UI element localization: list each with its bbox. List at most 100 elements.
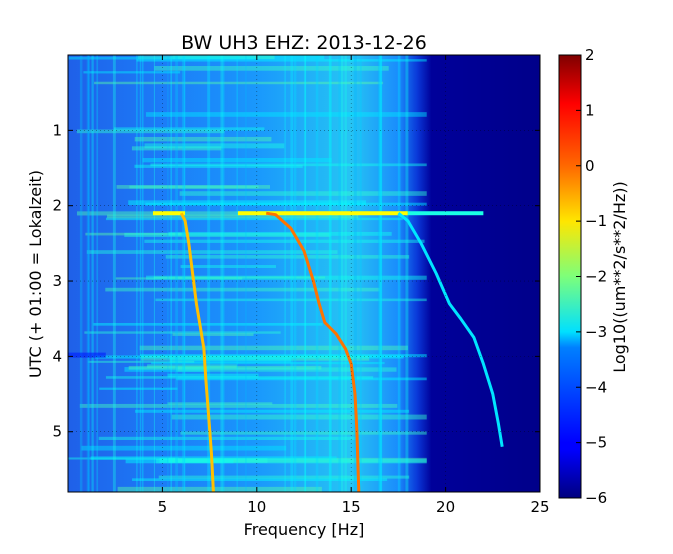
- heatmap-frequency-line: [328, 55, 332, 492]
- chart-title: BW UH3 EHZ: 2013-12-26: [181, 32, 427, 54]
- heatmap-streak: [140, 355, 370, 361]
- heatmap-streak: [137, 55, 275, 60]
- heatmap-frequency-line: [340, 55, 344, 492]
- heatmap-streak: [180, 265, 276, 268]
- colorbar-tick-label: −2: [585, 268, 607, 286]
- heatmap-streak: [124, 367, 209, 372]
- heatmap-frequency-line: [344, 55, 347, 492]
- heatmap-streak: [136, 59, 427, 62]
- heatmap-frequency-line: [96, 55, 99, 492]
- heatmap-frequency-line: [338, 55, 342, 492]
- heatmap-frequency-line: [170, 55, 173, 492]
- heatmap-streak: [139, 345, 408, 351]
- heatmap-frequency-line: [87, 55, 89, 492]
- heatmap-frequency-line: [380, 55, 383, 492]
- x-axis-label: Frequency [Hz]: [244, 520, 365, 539]
- heatmap-streak: [167, 373, 259, 378]
- heatmap-streak: [142, 158, 332, 163]
- heatmap-streak: [90, 456, 337, 460]
- plot-frame: [67, 54, 541, 493]
- heatmap-streak: [115, 277, 243, 280]
- heatmap-streak: [159, 458, 268, 463]
- heatmap-streak: [68, 457, 179, 460]
- heatmap-streak: [154, 66, 389, 71]
- heatmap-streak: [81, 445, 287, 451]
- event-segment: [407, 211, 484, 216]
- y-tick-label: 1: [52, 121, 62, 139]
- heatmap-frequency-line: [112, 55, 116, 492]
- colorbar-tick-label: −6: [585, 489, 607, 507]
- colorbar-tick-label: 0: [585, 157, 595, 175]
- heatmap-frequency-line: [175, 55, 178, 492]
- heatmap-streak: [99, 387, 178, 390]
- heatmap-frequency-line: [397, 55, 401, 492]
- heatmap-frequency-line: [183, 55, 186, 492]
- heatmap-streak: [129, 185, 259, 189]
- heatmap-frequency-line: [378, 55, 382, 492]
- heatmap-streak: [168, 457, 427, 463]
- heatmap-streak: [155, 298, 427, 302]
- heatmap-streak: [146, 275, 427, 280]
- heatmap-streak: [98, 436, 356, 440]
- heatmap-streak: [145, 112, 427, 117]
- y-axis-label: UTC (+ 01:00 = Lokalzeit): [26, 170, 45, 378]
- heatmap-frequency-line: [153, 55, 156, 492]
- heatmap-streak: [94, 81, 384, 85]
- heatmap-frequency-line: [304, 55, 306, 492]
- colorbar-tick-label: −5: [585, 434, 607, 452]
- heatmap-streak: [172, 55, 325, 60]
- chirp-curve: [265, 211, 361, 492]
- heatmap-streak: [83, 71, 181, 74]
- heatmap-streak: [94, 355, 404, 359]
- heatmap-streak: [117, 486, 322, 492]
- heatmap-streak: [167, 402, 273, 405]
- heatmap-streak: [113, 127, 265, 131]
- heatmap-streak: [156, 458, 427, 464]
- colorbar-tick-label: −1: [585, 212, 607, 230]
- heatmap-streak: [116, 185, 270, 189]
- heatmap-frequency-line: [139, 55, 142, 492]
- heatmap-frequency-line: [245, 55, 247, 492]
- heatmap-streak: [168, 231, 392, 236]
- colorbar-label: Log10((um**2/s**2/Hz)): [610, 181, 629, 373]
- heatmap-streak: [144, 239, 425, 243]
- heatmap-streak: [176, 367, 397, 372]
- heatmap-frequency-line: [329, 55, 332, 492]
- heatmap-texture: [68, 55, 427, 492]
- heatmap-frequency-line: [290, 55, 294, 492]
- heatmap-streak: [179, 191, 427, 196]
- heatmap-streak: [124, 232, 331, 238]
- heatmap-streak: [169, 357, 291, 363]
- heatmap-streak: [125, 459, 234, 464]
- chirp-curve: [179, 212, 215, 492]
- heatmap-streak: [106, 214, 359, 219]
- x-tick-label: 20: [436, 498, 455, 516]
- colorbar-tick-label: 1: [585, 101, 595, 119]
- heatmap-streak: [131, 146, 222, 151]
- heatmap-frequency-line: [141, 55, 144, 492]
- heatmap-frequency-line: [293, 55, 297, 492]
- heatmap-streak: [134, 136, 272, 142]
- colorbar-tick-label: 2: [585, 46, 595, 64]
- colorbar-ticks: 2 1 0 −1 −2 −3 −4 −5 −6: [576, 46, 607, 507]
- heatmap-streak: [180, 431, 427, 435]
- heatmap-streak: [93, 322, 323, 326]
- heatmap-streak: [76, 129, 225, 134]
- heatmap-frequency-line: [79, 55, 83, 492]
- heatmap-frequency-line: [377, 55, 381, 492]
- x-tick-label: 5: [158, 498, 168, 516]
- event-segment: [152, 211, 186, 216]
- heatmap-frequency-line: [182, 55, 185, 492]
- chirp-curve: [397, 212, 504, 448]
- x-tick-label: 15: [342, 498, 361, 516]
- heatmap-frequency-line: [236, 55, 238, 492]
- heatmap-background: [68, 55, 540, 492]
- heatmap-frequency-line: [304, 55, 307, 492]
- heatmap-streak: [79, 403, 398, 408]
- heatmap-frequency-line: [167, 55, 169, 492]
- heatmap-streak: [140, 354, 427, 358]
- x-tick-label: 10: [247, 498, 266, 516]
- heatmap-streak: [85, 232, 182, 236]
- heatmap-frequency-line: [91, 55, 94, 492]
